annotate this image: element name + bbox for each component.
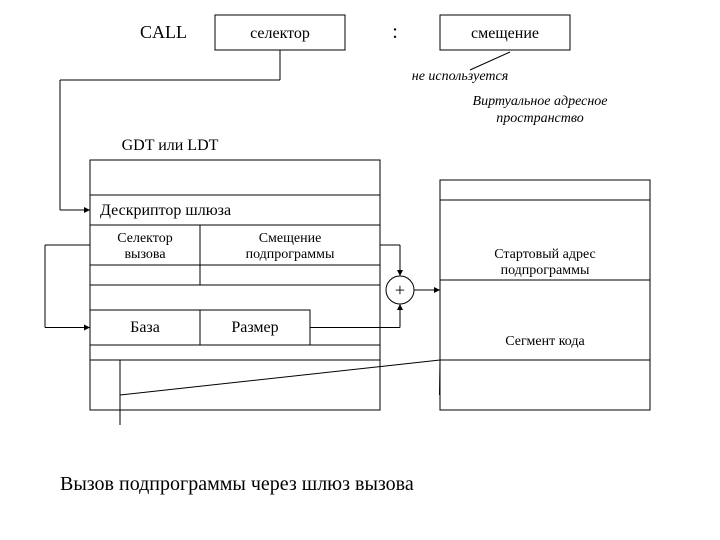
offset-slash bbox=[470, 52, 510, 70]
sub-off-2: подпрограммы bbox=[246, 247, 335, 262]
colon: : bbox=[392, 21, 398, 43]
vas-label-1: Виртуальное адресное bbox=[473, 94, 608, 109]
start-addr-1: Стартовый адрес bbox=[494, 247, 596, 262]
gdt-ldt-label: GDT или LDT bbox=[122, 137, 219, 154]
call-sel-2: вызова bbox=[124, 247, 166, 262]
not-used-label: не используется bbox=[412, 69, 508, 84]
vas-outer bbox=[440, 180, 650, 410]
line bbox=[440, 360, 441, 395]
stub-row bbox=[90, 265, 380, 285]
code-seg-text: Сегмент кода bbox=[505, 334, 585, 349]
call-label: CALL bbox=[140, 22, 187, 42]
caption: Вызов подпрограммы через шлюз вызова bbox=[60, 473, 414, 495]
vas-label-2: пространство bbox=[496, 111, 584, 126]
diagram-canvas: CALL селектор: смещение не используется Вирт… bbox=[0, 0, 720, 540]
stub-row-2 bbox=[90, 345, 380, 360]
base-text: База bbox=[130, 319, 160, 336]
start-addr-2: подпрограммы bbox=[501, 263, 590, 278]
sub-off-1: Смещение bbox=[259, 231, 322, 246]
gate-desc-text: Дескриптор шлюза bbox=[100, 202, 231, 219]
call-sel-1: Селектор bbox=[117, 231, 172, 246]
offset-text: смещение bbox=[471, 25, 539, 42]
size-text: Размер bbox=[231, 319, 278, 336]
plus-sign: + bbox=[395, 280, 405, 300]
selector-text: селектор bbox=[250, 25, 310, 42]
